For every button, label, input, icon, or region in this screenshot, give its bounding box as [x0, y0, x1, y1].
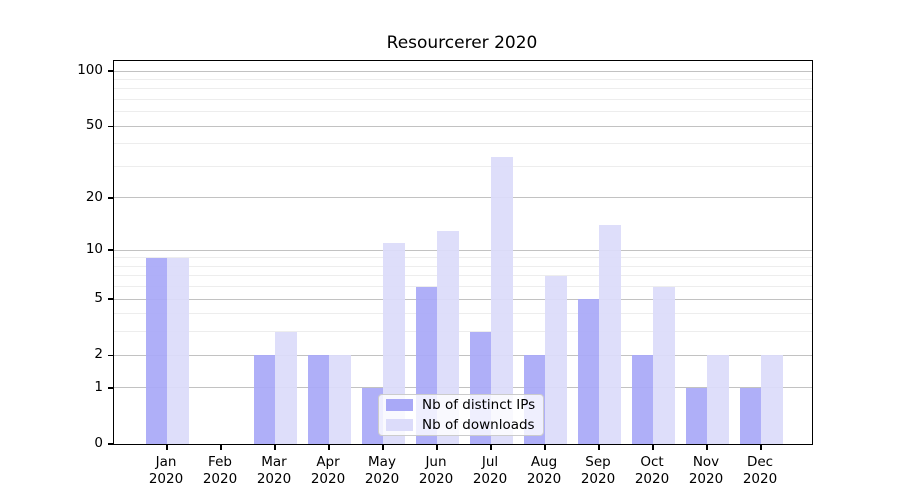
major-gridline: [114, 125, 812, 127]
y-tick-mark: [108, 249, 113, 251]
bar-downloads: [491, 156, 513, 444]
x-tick-label: Sep 2020: [580, 454, 616, 487]
x-tick-label: Dec 2020: [742, 454, 778, 487]
bar-downloads: [329, 355, 351, 444]
minor-gridline: [114, 143, 812, 145]
bar-downloads: [761, 355, 783, 444]
bar-downloads: [383, 243, 405, 444]
y-tick-label: 100: [77, 62, 103, 78]
x-tick-label: Mar 2020: [256, 454, 292, 487]
bar-downloads: [707, 355, 729, 444]
x-tick-label: Apr 2020: [310, 454, 346, 487]
legend-swatch-distinct-ips: [386, 399, 413, 411]
major-gridline: [114, 197, 812, 199]
minor-gridline: [114, 313, 812, 315]
bar-distinct-ips: [145, 257, 167, 444]
y-tick-label: 20: [85, 188, 103, 205]
bar-downloads: [167, 257, 189, 444]
x-tick-label: May 2020: [364, 454, 400, 487]
bar-downloads: [437, 230, 459, 444]
x-tick-label: Jan 2020: [148, 454, 184, 487]
x-tick-mark: [490, 445, 492, 450]
minor-gridline: [114, 78, 812, 80]
x-tick-label: Nov 2020: [688, 454, 724, 487]
legend-entry-downloads: Nb of downloads: [386, 417, 543, 433]
y-tick-label: 5: [94, 290, 103, 307]
bar-distinct-ips: [307, 355, 329, 444]
minor-gridline: [114, 331, 812, 333]
legend-label-downloads: Nb of downloads: [422, 417, 535, 433]
major-gridline: [114, 70, 812, 72]
bar-distinct-ips: [253, 355, 275, 444]
y-tick-mark: [108, 70, 113, 72]
bar-distinct-ips: [739, 387, 761, 444]
bar-downloads: [653, 286, 675, 444]
bar-distinct-ips: [631, 355, 653, 444]
legend-swatch-downloads: [386, 419, 413, 431]
bar-downloads: [545, 275, 567, 444]
y-tick-label: 0: [94, 435, 103, 451]
y-tick-label: 50: [85, 117, 103, 134]
minor-gridline: [114, 286, 812, 288]
minor-gridline: [114, 165, 812, 167]
x-tick-label: Oct 2020: [634, 454, 670, 487]
major-gridline: [114, 387, 812, 389]
minor-gridline: [114, 111, 812, 113]
x-tick-label: Feb 2020: [202, 454, 238, 487]
bar-distinct-ips: [361, 387, 383, 444]
minor-gridline: [114, 98, 812, 100]
y-tick-mark: [108, 354, 113, 356]
y-tick-mark: [108, 197, 113, 199]
major-gridline: [114, 354, 812, 356]
legend-label-distinct-ips: Nb of distinct IPs: [422, 397, 536, 413]
x-tick-mark: [166, 445, 168, 450]
major-gridline: [114, 298, 812, 300]
bar-downloads: [275, 331, 297, 444]
x-tick-mark: [760, 445, 762, 450]
legend-entry-distinct-ips: Nb of distinct IPs: [386, 397, 543, 413]
x-tick-label: Jul 2020: [472, 454, 508, 487]
x-tick-mark: [598, 445, 600, 450]
legend: Nb of distinct IPs Nb of downloads: [378, 394, 544, 436]
x-tick-mark: [382, 445, 384, 450]
x-tick-label: Jun 2020: [418, 454, 454, 487]
plot-area: [108, 60, 813, 450]
x-tick-mark: [328, 445, 330, 450]
x-tick-mark: [652, 445, 654, 450]
y-tick-mark: [108, 125, 113, 127]
x-tick-mark: [436, 445, 438, 450]
minor-gridline: [114, 88, 812, 90]
minor-gridline: [114, 257, 812, 259]
x-tick-label: Aug 2020: [526, 454, 562, 487]
bar-downloads: [599, 225, 621, 444]
major-gridline: [114, 249, 812, 251]
y-tick-label: 2: [94, 346, 103, 363]
x-tick-mark: [544, 445, 546, 450]
y-tick-label: 1: [94, 378, 103, 395]
x-tick-mark: [274, 445, 276, 450]
y-tick-mark: [108, 387, 113, 389]
y-tick-mark: [108, 298, 113, 300]
y-tick-mark: [108, 443, 113, 445]
minor-gridline: [114, 275, 812, 277]
x-tick-mark: [220, 445, 222, 450]
bar-distinct-ips: [685, 387, 707, 444]
y-tick-label: 10: [85, 241, 103, 258]
x-tick-mark: [706, 445, 708, 450]
minor-gridline: [114, 265, 812, 267]
bar-distinct-ips: [577, 299, 599, 444]
chart-title: Resourcerer 2020: [386, 33, 538, 53]
